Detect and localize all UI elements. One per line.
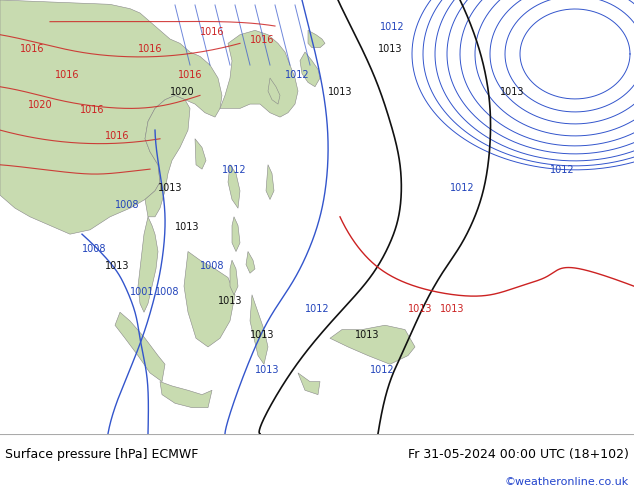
Text: Surface pressure [hPa] ECMWF: Surface pressure [hPa] ECMWF bbox=[5, 448, 198, 462]
Text: ©weatheronline.co.uk: ©weatheronline.co.uk bbox=[505, 477, 629, 487]
Text: 1013: 1013 bbox=[500, 87, 524, 98]
Text: 1013: 1013 bbox=[408, 304, 432, 314]
Text: 1012: 1012 bbox=[380, 23, 404, 32]
Text: 1016: 1016 bbox=[105, 131, 129, 141]
Text: 1008: 1008 bbox=[115, 200, 139, 210]
Text: 1013: 1013 bbox=[440, 304, 465, 314]
Text: 1012: 1012 bbox=[550, 166, 574, 175]
Text: 1012: 1012 bbox=[305, 304, 330, 314]
Text: 1013: 1013 bbox=[255, 365, 280, 375]
Text: 1001: 1001 bbox=[130, 287, 155, 297]
Text: 1016: 1016 bbox=[80, 105, 105, 115]
Text: 1016: 1016 bbox=[138, 44, 162, 54]
Text: 1012: 1012 bbox=[370, 365, 394, 375]
Text: 1016: 1016 bbox=[178, 70, 202, 80]
Text: 1013: 1013 bbox=[218, 295, 242, 306]
Text: 1013: 1013 bbox=[105, 261, 129, 271]
Text: 1008: 1008 bbox=[82, 244, 107, 253]
Text: 1016: 1016 bbox=[55, 70, 79, 80]
Text: 1020: 1020 bbox=[28, 100, 53, 110]
Text: 1013: 1013 bbox=[328, 87, 353, 98]
Text: 1016: 1016 bbox=[200, 26, 224, 37]
Text: 1020: 1020 bbox=[170, 87, 195, 98]
Text: 1013: 1013 bbox=[250, 330, 275, 340]
Text: 1008: 1008 bbox=[155, 287, 179, 297]
Text: 1013: 1013 bbox=[158, 183, 183, 193]
Text: 1016: 1016 bbox=[20, 44, 44, 54]
Text: 1012: 1012 bbox=[450, 183, 475, 193]
Text: 1016: 1016 bbox=[250, 35, 275, 46]
Text: 1012: 1012 bbox=[285, 70, 309, 80]
Text: Fr 31-05-2024 00:00 UTC (18+102): Fr 31-05-2024 00:00 UTC (18+102) bbox=[408, 448, 629, 462]
Text: 1013: 1013 bbox=[378, 44, 403, 54]
Text: 1013: 1013 bbox=[355, 330, 380, 340]
Text: 1008: 1008 bbox=[200, 261, 224, 271]
Text: 1012: 1012 bbox=[222, 166, 247, 175]
Text: 1013: 1013 bbox=[175, 222, 200, 232]
